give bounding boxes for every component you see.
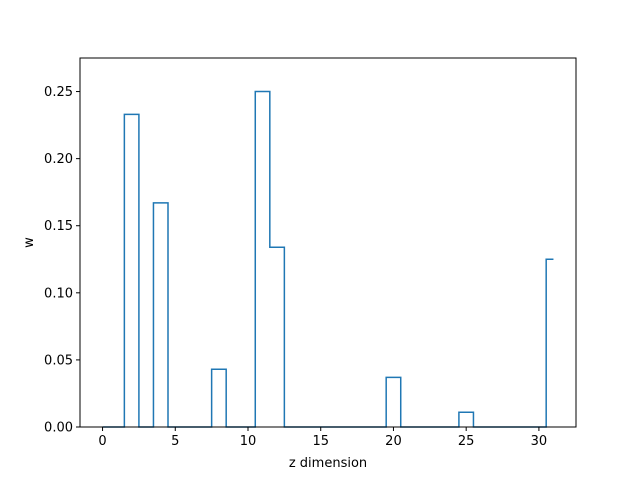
y-tick-label: 0.05 bbox=[44, 353, 73, 368]
x-tick-label: 10 bbox=[240, 434, 257, 449]
x-tick-label: 5 bbox=[171, 434, 179, 449]
y-tick-label: 0.10 bbox=[44, 286, 73, 301]
y-tick-label: 0.20 bbox=[44, 152, 73, 167]
x-tick-label: 25 bbox=[458, 434, 475, 449]
x-axis-label: z dimension bbox=[289, 456, 367, 471]
y-tick-label: 0.00 bbox=[44, 421, 73, 436]
y-tick-label: 0.15 bbox=[44, 219, 73, 234]
plot-frame bbox=[79, 57, 577, 428]
x-tick-label: 0 bbox=[98, 434, 106, 449]
y-axis-label: w bbox=[22, 237, 37, 248]
x-tick-label: 30 bbox=[531, 434, 548, 449]
series-line-0 bbox=[102, 90, 554, 428]
x-tick-label: 15 bbox=[312, 434, 329, 449]
x-tick-label: 20 bbox=[385, 434, 402, 449]
y-tick-label: 0.25 bbox=[44, 85, 73, 100]
